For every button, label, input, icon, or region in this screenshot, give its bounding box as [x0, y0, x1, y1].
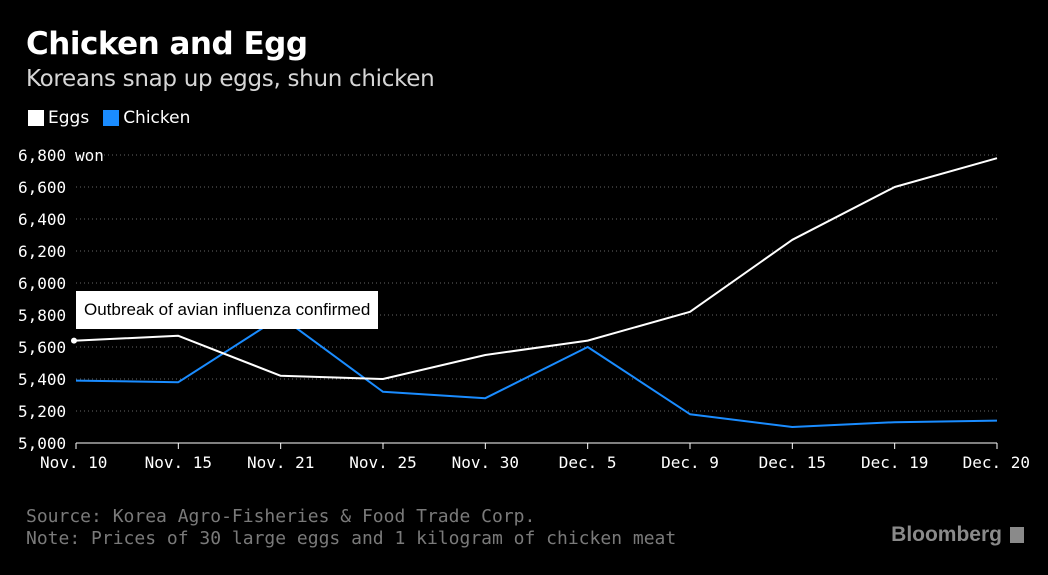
y-tick-label: 6,200	[18, 242, 66, 261]
legend-item-chicken: Chicken	[103, 108, 190, 128]
x-tick-label: Dec. 15	[759, 453, 826, 472]
legend-swatch-eggs	[28, 110, 44, 126]
bloomberg-logo: Bloomberg	[891, 523, 1024, 547]
y-unit-label: won	[75, 146, 104, 165]
legend-label-chicken: Chicken	[123, 108, 191, 128]
legend-swatch-chicken	[103, 110, 120, 126]
x-tick-label: Dec. 20	[963, 453, 1030, 472]
legend-item-eggs: Eggs	[28, 108, 89, 128]
series-line-chicken	[75, 315, 998, 428]
y-tick-label: 5,800	[18, 306, 66, 325]
bloomberg-icon	[1010, 527, 1024, 543]
source-note: Source: Korea Agro-Fisheries & Food Trad…	[26, 506, 676, 550]
brand-name: Bloomberg	[891, 523, 1002, 546]
y-tick-label: 6,000	[18, 274, 66, 293]
legend-label-eggs: Eggs	[48, 108, 90, 128]
source-line: Source: Korea Agro-Fisheries & Food Trad…	[26, 506, 536, 527]
y-tick-label: 5,200	[18, 402, 66, 421]
note-line: Note: Prices of 30 large eggs and 1 kilo…	[26, 528, 677, 549]
annotation-marker	[71, 337, 77, 344]
x-tick-label: Nov. 15	[145, 453, 212, 472]
x-tick-label: Nov. 10	[40, 453, 107, 472]
series-line-eggs	[75, 157, 998, 380]
x-tick-label: Dec. 9	[661, 453, 719, 472]
chart-subtitle: Koreans snap up eggs, shun chicken	[26, 66, 435, 92]
y-tick-label: 6,400	[18, 210, 66, 229]
x-tick-label: Dec. 19	[861, 453, 928, 472]
y-tick-label: 6,800	[18, 146, 66, 165]
x-tick-label: Nov. 25	[349, 453, 416, 472]
y-tick-label: 6,600	[18, 178, 66, 197]
y-tick-label: 5,400	[18, 370, 66, 389]
legend: Eggs Chicken	[28, 108, 204, 128]
annotation-avian-influenza: Outbreak of avian influenza confirmed	[76, 291, 379, 329]
y-tick-label: 5,600	[18, 338, 66, 357]
x-tick-label: Nov. 30	[452, 453, 519, 472]
y-tick-label: 5,000	[18, 434, 66, 453]
x-tick-label: Dec. 5	[559, 453, 617, 472]
chart-title: Chicken and Egg	[26, 26, 308, 62]
x-tick-label: Nov. 21	[247, 453, 314, 472]
